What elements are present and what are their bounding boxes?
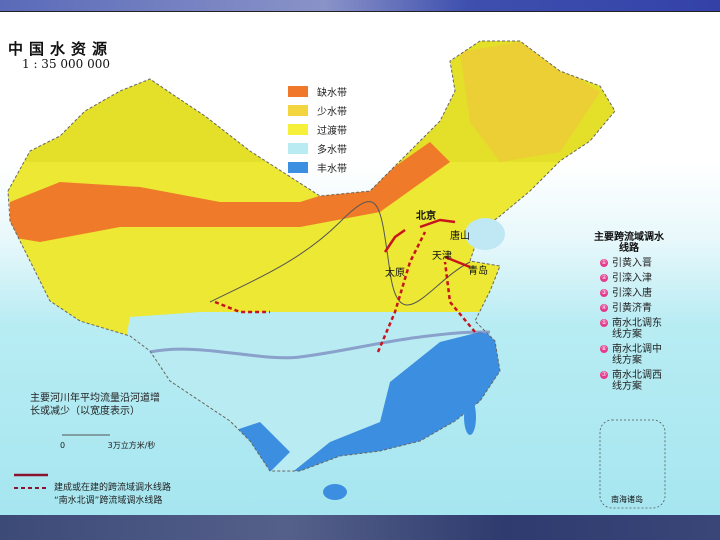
- yangtze-river: [149, 330, 491, 360]
- china-water-resources-map: 中国水资源 1 : 35 000 000 缺水带 少水带 过渡带 多水带 丰水带…: [0, 11, 720, 516]
- route-item: ① 引黄入晋: [594, 258, 698, 269]
- map-title: 中国水资源: [8, 40, 114, 58]
- legend-item: 丰水带: [288, 158, 347, 177]
- routes-title: 主要跨流域调水线路: [594, 232, 664, 254]
- hainan: [323, 484, 347, 500]
- route-number: ⑥: [600, 345, 608, 353]
- legend-swatch: [288, 124, 308, 135]
- south-sea-islands-label: 南海诸岛: [611, 495, 643, 504]
- route-label: 南水北调中线方案: [612, 344, 662, 366]
- city-tianjin: 天津: [432, 251, 452, 262]
- route-legend-solid-label: 建成或在建的跨流域调水线路: [54, 483, 172, 493]
- route-number: ②: [600, 274, 608, 282]
- dry-zone: [10, 142, 450, 242]
- route-huang-qing: [444, 255, 471, 269]
- bohai-sea: [465, 218, 505, 250]
- city-beijing: 北京: [416, 211, 436, 222]
- slide-bottom-band: [0, 515, 720, 540]
- route-label: 引滦入津: [612, 273, 652, 284]
- south-sea-inset-frame: [599, 419, 666, 509]
- route-number: ③: [600, 289, 608, 297]
- legend-swatch: [288, 143, 308, 154]
- flow-note: 主要河川年平均流量沿河道增长或减少（以宽度表示）: [30, 393, 160, 417]
- route-number: ①: [600, 259, 608, 267]
- yellow-river: [209, 201, 471, 306]
- legend-label: 缺水带: [317, 88, 347, 99]
- legend-label: 过渡带: [317, 126, 347, 137]
- transfer-routes: [214, 218, 476, 353]
- city-tangshan: 唐山: [450, 231, 470, 242]
- route-yinhuang-jin: [383, 228, 406, 253]
- legend-item: 多水带: [288, 139, 347, 158]
- route-legend-dashed-label: “南水北调”跨流域调水线路: [54, 496, 163, 506]
- legend-item: 少水带: [288, 101, 347, 120]
- legend-label: 丰水带: [317, 164, 347, 175]
- route-item: ② 引滦入津: [594, 273, 698, 284]
- map-graphic: [7, 40, 666, 509]
- taiwan: [464, 399, 476, 435]
- slide-top-band: [0, 0, 720, 11]
- city-qingdao: 青岛: [468, 266, 488, 277]
- route-item: ⑥ 南水北调中线方案: [594, 344, 698, 366]
- route-line-legend: 建成或在建的跨流域调水线路 “南水北调”跨流域调水线路: [14, 480, 171, 506]
- route-label: 引黄济青: [612, 303, 652, 314]
- zone-legend: 缺水带 少水带 过渡带 多水带 丰水带: [288, 82, 347, 177]
- flow-scale-zero: 0: [60, 441, 66, 450]
- flow-scale-max: 3万立方米/秒: [107, 441, 156, 450]
- route-west-line: [214, 300, 270, 314]
- route-label: 南水北调西线方案: [612, 370, 662, 392]
- route-number: ⑤: [600, 319, 608, 327]
- legend-item: 缺水带: [288, 82, 347, 101]
- route-luan-jin: [419, 218, 456, 229]
- route-item: ③ 引滦入唐: [594, 288, 698, 299]
- map-scale: 1 : 35 000 000: [22, 57, 111, 71]
- flow-scale-labels: 0 3万立方米/秒: [60, 440, 155, 451]
- legend-swatch: [288, 162, 308, 173]
- route-label: 引黄入晋: [612, 258, 652, 269]
- route-label: 南水北调东线方案: [612, 318, 662, 340]
- route-number: ④: [600, 304, 608, 312]
- legend-label: 少水带: [317, 107, 347, 118]
- route-item: ⑤ 南水北调东线方案: [594, 318, 698, 340]
- route-middle-line: [376, 231, 427, 353]
- routes-legend: 主要跨流域调水线路 ① 引黄入晋 ② 引滦入津 ③ 引滦入唐 ④ 引黄济青 ⑤ 南水北调东…: [594, 232, 698, 392]
- legend-swatch: [288, 105, 308, 116]
- route-item: ⑦ 南水北调西线方案: [594, 370, 698, 392]
- route-item: ④ 引黄济青: [594, 303, 698, 314]
- route-label: 引滦入唐: [612, 288, 652, 299]
- route-east-line: [443, 261, 476, 333]
- legend-label: 多水带: [317, 145, 347, 156]
- route-number: ⑦: [600, 371, 608, 379]
- city-taiyuan: 太原: [385, 268, 405, 279]
- legend-item: 过渡带: [288, 120, 347, 139]
- legend-swatch: [288, 86, 308, 97]
